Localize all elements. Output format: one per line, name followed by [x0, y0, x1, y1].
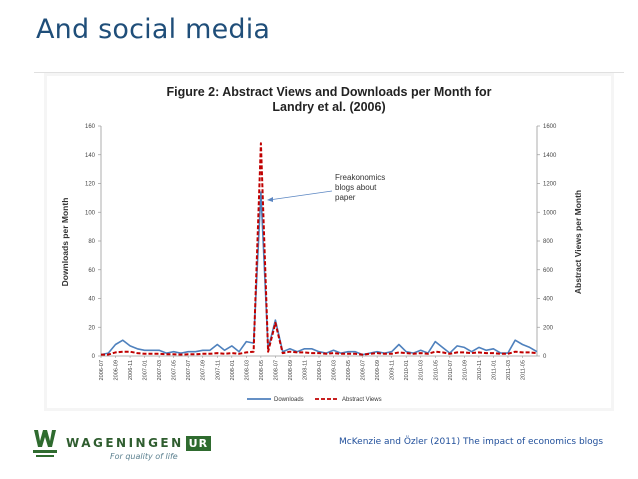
left-tick-label: 60	[88, 268, 95, 274]
legend-label-downloads: Downloads	[274, 397, 304, 403]
x-tick-label: 2007-05	[172, 360, 178, 381]
x-tick-label: 2010-07	[448, 360, 454, 381]
x-tick-label: 2010-01	[404, 360, 410, 381]
right-tick-label: 400	[543, 297, 554, 303]
brand-tagline: For quality of life	[110, 452, 178, 461]
citation-link[interactable]: McKenzie and Özler (2011) The impact of …	[339, 437, 604, 447]
chart-title-line-1: Figure 2: Abstract Views and Downloads p…	[166, 85, 491, 99]
x-tick-label: 2010-11	[477, 360, 483, 380]
x-tick-label: 2011-05	[520, 360, 526, 380]
y-axis-label-right: Abstract Views per Month	[573, 190, 583, 294]
y-axis-label-left: Downloads per Month	[60, 198, 70, 287]
wageningen-logo-icon	[31, 427, 59, 459]
x-axis: 2006-07 2006-09 2006-11 2007-01 2007-03 2007-…	[99, 356, 526, 381]
x-tick-label: 2010-09	[462, 360, 468, 381]
right-tick-label: 1600	[543, 124, 557, 130]
right-y-axis: 0 200 400 600 800 1000 1200 1400 1600	[537, 124, 557, 360]
series-layer	[100, 142, 538, 356]
left-tick-label: 160	[85, 124, 96, 130]
x-tick-label: 2008-09	[288, 360, 294, 381]
x-tick-label: 2006-09	[114, 360, 120, 381]
right-tick-label: 800	[543, 239, 554, 245]
left-tick-label: 80	[88, 239, 95, 245]
annotation-arrow-head	[267, 197, 273, 202]
x-tick-label: 2009-01	[317, 360, 323, 381]
left-tick-label: 100	[85, 210, 96, 216]
left-tick-label: 140	[85, 153, 96, 159]
x-tick-label: 2008-05	[259, 360, 265, 381]
x-tick-label: 2010-03	[419, 360, 425, 381]
figure-panel: Figure 2: Abstract Views and Downloads p…	[47, 76, 611, 408]
legend: Downloads Abstract Views	[247, 397, 382, 403]
x-tick-label: 2007-11	[215, 360, 221, 380]
title-divider	[34, 72, 624, 73]
right-tick-label: 0	[543, 354, 547, 360]
x-tick-label: 2008-07	[273, 360, 279, 381]
x-tick-label: 2009-09	[375, 360, 381, 381]
plot-frame	[100, 126, 538, 357]
x-tick-label: 2007-09	[201, 360, 207, 381]
brand-wordmark-suffix: UR	[185, 435, 212, 451]
annotation: Freakonomics blogs about paper	[267, 173, 385, 202]
right-tick-label: 1000	[543, 210, 557, 216]
x-tick-label: 2008-03	[244, 360, 250, 381]
x-tick-label: 2006-11	[128, 360, 134, 380]
brand-wordmark: WAGENINGEN	[66, 436, 184, 450]
left-tick-label: 0	[92, 354, 96, 360]
x-tick-label: 2007-01	[143, 360, 149, 381]
x-tick-label: 2007-07	[186, 360, 192, 381]
left-tick-label: 120	[85, 182, 96, 188]
x-tick-label: 2007-03	[157, 360, 163, 381]
right-tick-label: 1200	[543, 182, 557, 188]
x-tick-label: 2009-07	[361, 360, 367, 381]
slide-title: And social media	[36, 14, 271, 45]
right-tick-label: 1400	[543, 153, 557, 159]
annotation-line-3: paper	[335, 193, 356, 202]
annotation-line-2: blogs about	[335, 183, 377, 192]
right-tick-label: 200	[543, 325, 554, 331]
x-tick-label: 2009-03	[332, 360, 338, 381]
series-line-abstract-views	[101, 142, 538, 356]
annotation-line-1: Freakonomics	[335, 173, 385, 182]
chart-title-line-2: Landry et al. (2006)	[272, 100, 385, 114]
left-y-axis: 0 20 40 60 80 100 120 140 160	[85, 124, 101, 360]
right-tick-label: 600	[543, 268, 554, 274]
x-tick-label: 2011-03	[506, 360, 512, 380]
legend-label-abstract-views: Abstract Views	[342, 397, 382, 403]
figure-frame: Figure 2: Abstract Views and Downloads p…	[44, 73, 614, 411]
x-tick-label: 2008-01	[230, 360, 236, 381]
x-tick-label: 2006-07	[99, 360, 105, 381]
x-tick-label: 2009-11	[390, 360, 396, 380]
annotation-arrow	[268, 190, 333, 201]
x-tick-label: 2011-01	[491, 360, 497, 380]
brand-logo: WAGENINGEN UR	[66, 435, 212, 451]
left-tick-label: 40	[88, 297, 95, 303]
series-line-downloads	[100, 191, 538, 356]
x-tick-label: 2008-11	[302, 360, 308, 380]
x-tick-label: 2010-05	[433, 360, 439, 381]
line-chart: Figure 2: Abstract Views and Downloads p…	[60, 85, 583, 403]
left-tick-label: 20	[88, 325, 95, 331]
x-tick-label: 2009-05	[346, 360, 352, 381]
